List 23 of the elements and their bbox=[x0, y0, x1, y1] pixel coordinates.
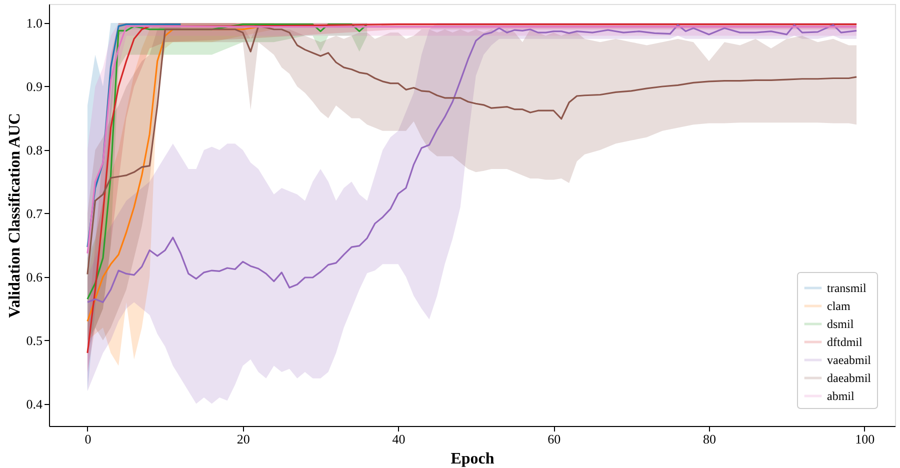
y-tick-label: 0.4 bbox=[26, 396, 43, 412]
x-tick-label: 0 bbox=[84, 432, 92, 446]
y-axis-title: Validation Classification AUC bbox=[6, 113, 24, 318]
x-tick-label: 40 bbox=[392, 432, 406, 446]
legend-label: abmil bbox=[827, 389, 855, 403]
y-tick-label: 0.5 bbox=[26, 332, 42, 348]
legend-label: vaeabmil bbox=[827, 353, 872, 367]
y-tick-label: 0.7 bbox=[26, 206, 43, 221]
line-series bbox=[86, 24, 182, 248]
x-tick-label: 60 bbox=[548, 432, 561, 446]
x-tick-label: 80 bbox=[702, 432, 716, 446]
y-tick-label: 0.9 bbox=[26, 78, 42, 94]
legend-label: daeabmil bbox=[827, 371, 872, 385]
legend-label: dsmil bbox=[827, 317, 854, 331]
legend-label: dftdmil bbox=[827, 335, 863, 349]
y-tick-label: 0.6 bbox=[26, 269, 43, 284]
x-tick-label: 100 bbox=[855, 432, 875, 446]
legend-label: clam bbox=[827, 299, 851, 313]
y-tick-label: 0.8 bbox=[26, 142, 42, 158]
x-tick-label: 20 bbox=[236, 432, 250, 446]
y-tick-label: 1.0 bbox=[26, 16, 42, 31]
x-axis-title: Epoch bbox=[450, 450, 494, 468]
legend-label: transmil bbox=[827, 281, 867, 295]
